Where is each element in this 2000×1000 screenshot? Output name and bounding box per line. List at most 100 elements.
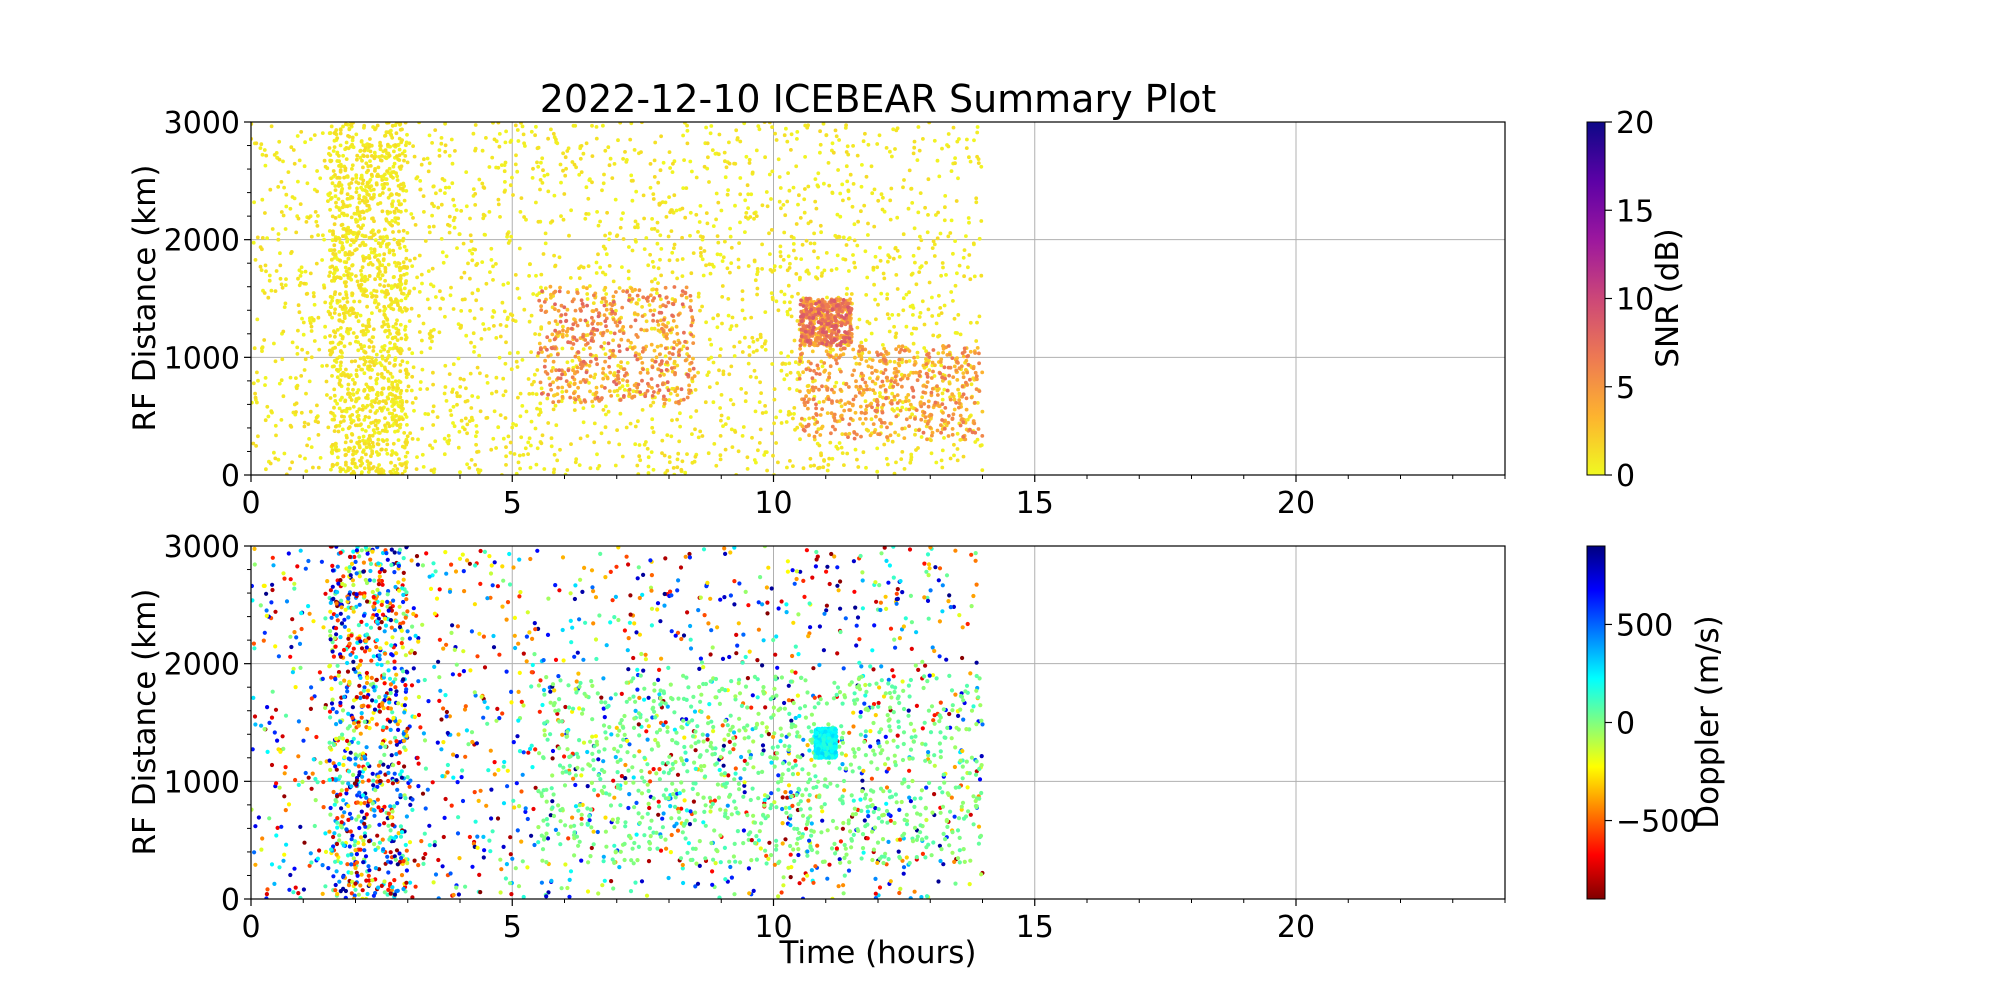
snr-point bbox=[973, 351, 977, 355]
snr-point bbox=[518, 466, 522, 471]
snr-point bbox=[915, 350, 920, 355]
snr-point bbox=[294, 410, 298, 414]
snr-point bbox=[963, 437, 968, 442]
snr-point bbox=[354, 173, 359, 178]
snr-point bbox=[865, 319, 870, 324]
snr-point bbox=[352, 382, 357, 386]
snr-point bbox=[870, 358, 875, 362]
snr-point bbox=[549, 292, 553, 297]
snr-point bbox=[658, 257, 662, 262]
snr-point bbox=[338, 128, 343, 133]
snr-point bbox=[814, 301, 818, 306]
snr-point bbox=[546, 392, 550, 397]
snr-point bbox=[366, 204, 371, 208]
snr-point bbox=[378, 283, 382, 287]
snr-point bbox=[929, 451, 934, 456]
snr-point bbox=[718, 457, 723, 462]
snr-point bbox=[755, 348, 759, 353]
snr-point bbox=[391, 385, 395, 390]
snr-point bbox=[863, 131, 867, 136]
snr-point bbox=[611, 317, 616, 322]
snr-point bbox=[354, 247, 359, 252]
snr-point bbox=[751, 339, 756, 344]
snr-point bbox=[323, 164, 328, 169]
snr-point bbox=[386, 242, 390, 247]
snr-point bbox=[815, 276, 820, 281]
snr-point bbox=[315, 224, 320, 228]
snr-point bbox=[594, 353, 598, 358]
snr-point bbox=[345, 373, 350, 378]
snr-point bbox=[637, 443, 642, 447]
snr-point bbox=[976, 161, 981, 166]
snr-point bbox=[688, 210, 693, 215]
snr-point bbox=[894, 128, 899, 133]
snr-point bbox=[352, 311, 357, 315]
snr-point bbox=[789, 132, 794, 137]
snr-point bbox=[304, 292, 309, 296]
snr-point bbox=[835, 253, 840, 258]
snr-point bbox=[781, 361, 785, 366]
snr-point bbox=[947, 381, 952, 386]
snr-point bbox=[580, 302, 585, 306]
snr-point bbox=[667, 398, 672, 402]
snr-point bbox=[365, 208, 369, 213]
snr-point bbox=[667, 150, 672, 155]
snr-point bbox=[584, 370, 589, 375]
snr-point bbox=[442, 391, 447, 396]
snr-point bbox=[757, 400, 762, 404]
snr-point bbox=[933, 400, 938, 405]
snr-point bbox=[716, 313, 720, 317]
snr-point bbox=[716, 240, 721, 245]
snr-point bbox=[816, 320, 821, 325]
snr-point bbox=[557, 289, 562, 294]
snr-point bbox=[253, 395, 258, 400]
snr-point bbox=[361, 434, 366, 439]
snr-point bbox=[413, 223, 418, 227]
snr-point bbox=[592, 421, 597, 426]
snr-point bbox=[385, 209, 390, 214]
snr-point bbox=[508, 450, 513, 455]
snr-point bbox=[361, 329, 366, 333]
snr-point bbox=[706, 370, 711, 375]
snr-point bbox=[886, 259, 890, 264]
snr-point bbox=[389, 471, 394, 475]
snr-point bbox=[581, 265, 586, 270]
snr-point bbox=[731, 402, 736, 407]
snr-point bbox=[541, 168, 545, 173]
snr-point bbox=[771, 453, 775, 458]
snr-point bbox=[830, 424, 835, 429]
snr-point bbox=[328, 207, 332, 212]
snr-point bbox=[346, 387, 350, 391]
snr-point bbox=[875, 265, 880, 270]
snr-point bbox=[845, 286, 849, 291]
snr-point bbox=[812, 369, 816, 373]
snr-point bbox=[342, 419, 346, 423]
snr-point bbox=[507, 351, 512, 356]
snr-point bbox=[251, 240, 256, 245]
snr-point bbox=[443, 314, 447, 319]
snr-point bbox=[674, 324, 679, 329]
snr-point bbox=[304, 469, 309, 473]
snr-point bbox=[685, 123, 689, 128]
snr-point bbox=[591, 309, 596, 314]
snr-point bbox=[462, 270, 467, 275]
snr-point bbox=[756, 124, 761, 128]
snr-point bbox=[876, 302, 880, 307]
snr-point bbox=[274, 433, 278, 438]
snr-point bbox=[608, 348, 613, 353]
snr-point bbox=[857, 349, 861, 354]
snr-point bbox=[680, 289, 685, 293]
snr-point bbox=[355, 279, 360, 284]
snr-point bbox=[573, 397, 578, 402]
snr-point bbox=[746, 264, 751, 268]
snr-point bbox=[648, 252, 652, 257]
snr-point bbox=[529, 313, 534, 318]
snr-point bbox=[711, 400, 716, 405]
snr-point bbox=[393, 356, 398, 361]
snr-point bbox=[711, 224, 716, 229]
snr-point bbox=[272, 341, 276, 346]
snr-point bbox=[401, 417, 405, 422]
snr-point bbox=[744, 154, 749, 159]
snr-point bbox=[795, 388, 799, 393]
snr-point bbox=[558, 285, 562, 290]
